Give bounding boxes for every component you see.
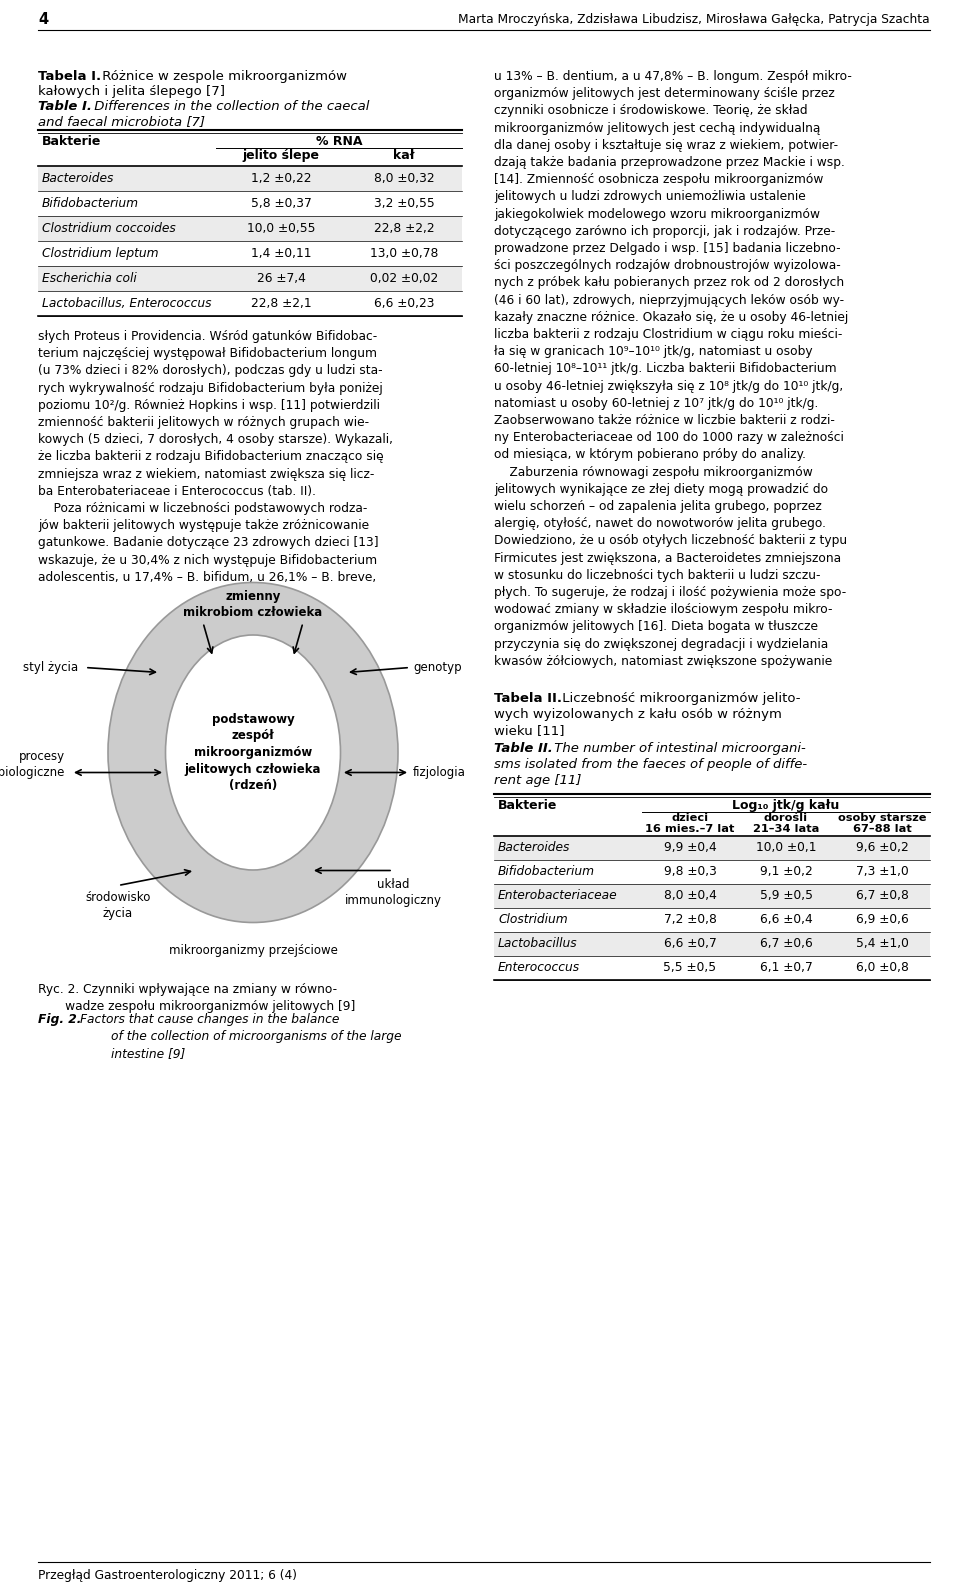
Text: dorośli
21–34 lata: dorośli 21–34 lata <box>753 812 819 834</box>
Text: sms isolated from the faeces of people of diffe-: sms isolated from the faeces of people o… <box>494 758 807 771</box>
Text: Differences in the collection of the caecal: Differences in the collection of the cae… <box>90 100 370 113</box>
Bar <box>38 216 462 242</box>
Text: wieku [11]: wieku [11] <box>494 723 564 737</box>
Text: % RNA: % RNA <box>316 135 362 148</box>
Text: 10,0 ±0,55: 10,0 ±0,55 <box>247 222 315 235</box>
Bar <box>38 165 462 191</box>
Text: 6,6 ±0,7: 6,6 ±0,7 <box>663 938 716 950</box>
Text: 6,0 ±0,8: 6,0 ±0,8 <box>855 961 908 974</box>
Ellipse shape <box>165 636 341 871</box>
Text: rent age [11]: rent age [11] <box>494 774 582 787</box>
Text: Przegłąd Gastroenterologiczny 2011; 6 (4): Przegłąd Gastroenterologiczny 2011; 6 (4… <box>38 1568 297 1581</box>
Bar <box>494 883 930 907</box>
Text: 10,0 ±0,1: 10,0 ±0,1 <box>756 841 816 853</box>
Text: Table I.: Table I. <box>38 100 92 113</box>
Text: słych Proteus i Providencia. Wśród gatunków Bifidobac-
terium najczęściej występ: słych Proteus i Providencia. Wśród gatun… <box>38 331 393 583</box>
Text: kał: kał <box>394 149 415 162</box>
Text: 8,0 ±0,32: 8,0 ±0,32 <box>373 172 434 184</box>
Text: Lactobacillus: Lactobacillus <box>498 938 578 950</box>
Text: 26 ±7,4: 26 ±7,4 <box>256 272 305 284</box>
Text: 9,9 ±0,4: 9,9 ±0,4 <box>663 841 716 853</box>
Text: 8,0 ±0,4: 8,0 ±0,4 <box>663 890 716 903</box>
Text: 6,6 ±0,23: 6,6 ±0,23 <box>373 297 434 310</box>
Text: 6,7 ±0,8: 6,7 ±0,8 <box>855 890 908 903</box>
Text: Tabela I.: Tabela I. <box>38 70 101 83</box>
Text: 0,02 ±0,02: 0,02 ±0,02 <box>370 272 438 284</box>
Text: 7,3 ±1,0: 7,3 ±1,0 <box>855 864 908 879</box>
Bar <box>38 265 462 291</box>
Text: 1,4 ±0,11: 1,4 ±0,11 <box>251 246 311 261</box>
Text: podstawowy
zespół
mikroorganizmów
jelitowych człowieka
(rdzeń): podstawowy zespół mikroorganizmów jelito… <box>184 713 322 791</box>
Text: mikroorganizmy przejściowe: mikroorganizmy przejściowe <box>169 944 337 957</box>
Bar <box>494 836 930 860</box>
Text: 9,6 ±0,2: 9,6 ±0,2 <box>855 841 908 853</box>
Ellipse shape <box>108 583 398 923</box>
Text: 5,9 ±0,5: 5,9 ±0,5 <box>759 890 812 903</box>
Text: Bakterie: Bakterie <box>42 135 102 148</box>
Text: Table II.: Table II. <box>494 742 553 755</box>
Text: Lactobacillus, Enterococcus: Lactobacillus, Enterococcus <box>42 297 211 310</box>
Text: and faecal microbiota [7]: and faecal microbiota [7] <box>38 114 205 129</box>
Text: procesy
patobiologiczne: procesy patobiologiczne <box>0 750 65 779</box>
Text: 9,1 ±0,2: 9,1 ±0,2 <box>759 864 812 879</box>
Text: zmienny
mikrobiom człowieka: zmienny mikrobiom człowieka <box>183 590 323 620</box>
Text: osoby starsze
67–88 lat: osoby starsze 67–88 lat <box>838 812 926 834</box>
Text: Enterobacteriaceae: Enterobacteriaceae <box>498 890 617 903</box>
Text: 5,8 ±0,37: 5,8 ±0,37 <box>251 197 311 210</box>
Text: u 13% – B. dentium, a u 47,8% – B. longum. Zespół mikro-
organizmów jelitowych j: u 13% – B. dentium, a u 47,8% – B. longu… <box>494 70 852 667</box>
Text: Enterococcus: Enterococcus <box>498 961 580 974</box>
Text: 4: 4 <box>38 13 48 27</box>
Bar <box>494 931 930 955</box>
Text: jelito ślepe: jelito ślepe <box>243 149 320 162</box>
Text: 5,5 ±0,5: 5,5 ±0,5 <box>663 961 716 974</box>
Text: układ
immunologiczny: układ immunologiczny <box>345 879 442 907</box>
Text: 9,8 ±0,3: 9,8 ±0,3 <box>663 864 716 879</box>
Text: 22,8 ±2,1: 22,8 ±2,1 <box>251 297 311 310</box>
Text: 6,9 ±0,6: 6,9 ±0,6 <box>855 914 908 926</box>
Text: Clostridium leptum: Clostridium leptum <box>42 246 158 261</box>
Text: dzieci
16 mies.–7 lat: dzieci 16 mies.–7 lat <box>645 812 734 834</box>
Text: Bifidobacterium: Bifidobacterium <box>498 864 595 879</box>
Text: 5,4 ±1,0: 5,4 ±1,0 <box>855 938 908 950</box>
Text: 1,2 ±0,22: 1,2 ±0,22 <box>251 172 311 184</box>
Text: Tabela II.: Tabela II. <box>494 691 562 704</box>
Text: wych wyizolowanych z kału osób w różnym: wych wyizolowanych z kału osób w różnym <box>494 707 781 720</box>
Text: Ryc. 2. Czynniki wpływające na zmiany w równo-
       wadze zespołu mikroorganiz: Ryc. 2. Czynniki wpływające na zmiany w … <box>38 982 355 1012</box>
Text: Clostridium coccoides: Clostridium coccoides <box>42 222 176 235</box>
Text: Clostridium: Clostridium <box>498 914 567 926</box>
Text: Bacteroides: Bacteroides <box>42 172 114 184</box>
Text: fizjologia: fizjologia <box>413 766 466 779</box>
Text: 22,8 ±2,2: 22,8 ±2,2 <box>373 222 434 235</box>
Text: Bifidobacterium: Bifidobacterium <box>42 197 139 210</box>
Text: kałowych i jelita ślepego [7]: kałowych i jelita ślepego [7] <box>38 84 225 99</box>
Text: 7,2 ±0,8: 7,2 ±0,8 <box>663 914 716 926</box>
Text: Factors that cause changes in the balance
        of the collection of microorga: Factors that cause changes in the balanc… <box>80 1012 401 1060</box>
Text: Log₁₀ jtk/g kału: Log₁₀ jtk/g kału <box>732 799 840 812</box>
Text: genotyp: genotyp <box>413 661 462 674</box>
Text: 6,7 ±0,6: 6,7 ±0,6 <box>759 938 812 950</box>
Text: The number of intestinal microorgani-: The number of intestinal microorgani- <box>550 742 805 755</box>
Text: 13,0 ±0,78: 13,0 ±0,78 <box>370 246 438 261</box>
Text: styl życia: styl życia <box>23 661 78 674</box>
Text: Marta Mroczyńska, Zdzisława Libudzisz, Mirosława Gałęcka, Patrycja Szachta: Marta Mroczyńska, Zdzisława Libudzisz, M… <box>458 13 930 27</box>
Text: 6,1 ±0,7: 6,1 ±0,7 <box>759 961 812 974</box>
Text: środowisko
życia: środowisko życia <box>85 891 151 920</box>
Text: Liczebność mikroorganizmów jelito-: Liczebność mikroorganizmów jelito- <box>558 691 801 704</box>
Text: Bacteroides: Bacteroides <box>498 841 570 853</box>
Text: Bakterie: Bakterie <box>498 799 558 812</box>
Text: Escherichia coli: Escherichia coli <box>42 272 136 284</box>
Text: 6,6 ±0,4: 6,6 ±0,4 <box>759 914 812 926</box>
Text: Różnice w zespole mikroorganizmów: Różnice w zespole mikroorganizmów <box>98 70 347 83</box>
Text: 3,2 ±0,55: 3,2 ±0,55 <box>373 197 434 210</box>
Text: Fig. 2.: Fig. 2. <box>38 1012 85 1025</box>
